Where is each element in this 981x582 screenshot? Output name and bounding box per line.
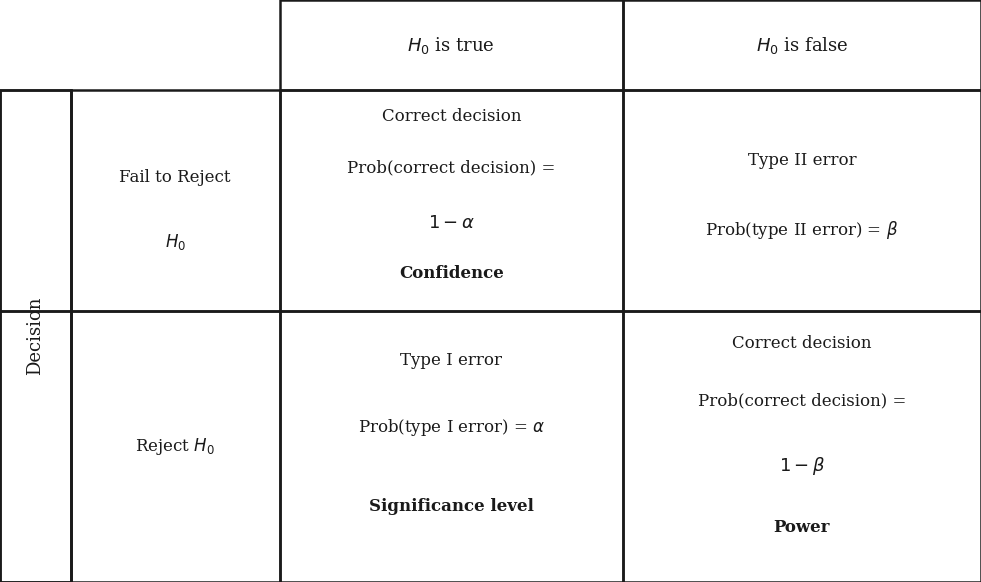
Text: $1 - \beta$: $1 - \beta$ (779, 455, 825, 477)
Text: Significance level: Significance level (369, 498, 534, 514)
Text: Prob(correct decision) =: Prob(correct decision) = (697, 392, 906, 409)
Bar (71, 90, 280, 311)
Bar (0, 311, 71, 582)
Bar (280, 0, 623, 90)
Text: Fail to Reject: Fail to Reject (120, 169, 231, 186)
Text: Decision: Decision (26, 297, 44, 375)
Text: Prob(correct decision) =: Prob(correct decision) = (347, 159, 555, 176)
Bar (280, 90, 623, 311)
Text: Power: Power (774, 519, 830, 537)
Text: $H_0$ is false: $H_0$ is false (755, 34, 849, 56)
Text: Type II error: Type II error (748, 151, 856, 169)
Text: Correct decision: Correct decision (382, 108, 521, 125)
Bar (71, 311, 280, 582)
Text: $H_0$: $H_0$ (165, 232, 185, 251)
Text: $H_0$ is true: $H_0$ is true (407, 34, 495, 56)
Text: Type I error: Type I error (400, 352, 502, 368)
Text: Prob(type I error) = $\alpha$: Prob(type I error) = $\alpha$ (358, 417, 544, 438)
Text: Prob(type II error) = $\beta$: Prob(type II error) = $\beta$ (705, 219, 899, 241)
Bar (623, 0, 981, 90)
Bar (623, 90, 981, 311)
Bar (623, 311, 981, 582)
Bar (0, 90, 71, 582)
Text: $1 - \alpha$: $1 - \alpha$ (428, 214, 475, 232)
Bar (280, 311, 623, 582)
Text: Confidence: Confidence (399, 265, 503, 282)
Text: Correct decision: Correct decision (732, 335, 872, 352)
Text: Reject $H_0$: Reject $H_0$ (135, 436, 215, 457)
Bar (0, 90, 71, 311)
